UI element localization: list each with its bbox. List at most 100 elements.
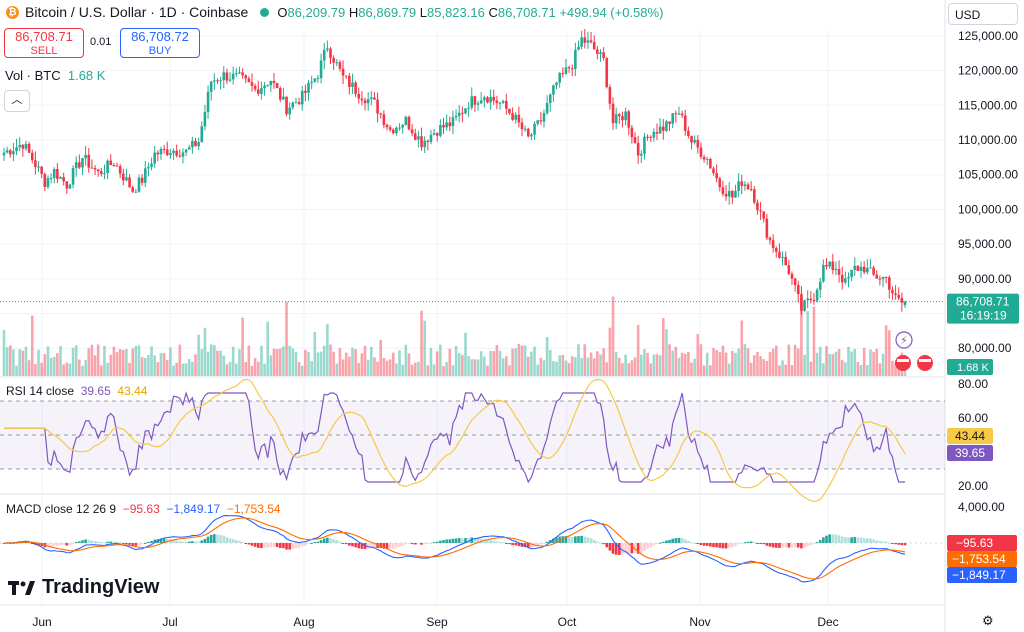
settings-icon[interactable]: ⚙ — [982, 613, 994, 628]
candle-body — [815, 289, 819, 301]
volume-bar — [473, 359, 477, 376]
macd-histogram-bar — [894, 543, 897, 545]
currency-select[interactable]: USD — [948, 3, 1018, 25]
volume-bar — [539, 357, 543, 376]
time-axis-label: Oct — [558, 615, 577, 629]
candle-body — [847, 277, 850, 279]
macd-histogram-bar — [244, 543, 248, 544]
volume-bar — [687, 351, 690, 376]
macd-histogram-bar — [661, 541, 665, 543]
volume-bar — [391, 352, 395, 376]
volume-bar — [630, 360, 634, 376]
candle-body — [131, 187, 135, 192]
candle-body — [15, 147, 18, 152]
candle-body — [417, 136, 420, 140]
candle-body — [407, 116, 411, 130]
macd-histogram-bar — [454, 538, 458, 543]
macd-histogram-bar — [853, 537, 857, 543]
time-axis-label: Aug — [293, 615, 314, 629]
candle-body — [639, 153, 643, 156]
candle-body — [696, 139, 700, 148]
macd-histogram-bar — [282, 543, 285, 549]
candle-body — [539, 120, 543, 122]
volume-bar — [624, 354, 627, 376]
macd-histogram-bar — [891, 543, 894, 544]
macd-histogram-bar — [627, 543, 631, 554]
volume-bar — [693, 358, 696, 376]
macd-histogram-bar — [765, 543, 769, 546]
macd-histogram-bar — [429, 543, 433, 544]
candle-body — [903, 301, 907, 306]
macd-histogram-bar — [143, 542, 147, 544]
macd-histogram-bar — [574, 536, 577, 543]
macd-histogram-bar — [147, 541, 150, 543]
macd-histogram-bar — [391, 543, 395, 549]
volume-bar — [351, 347, 354, 376]
candle-body — [391, 129, 395, 134]
candle-body — [379, 113, 383, 115]
volume-bar — [376, 361, 379, 376]
candle-body — [191, 140, 194, 148]
candle-body — [548, 94, 552, 104]
macd-histogram-bar — [668, 539, 671, 543]
macd-histogram-bar — [781, 543, 784, 548]
macd-histogram-bar — [504, 543, 508, 544]
sell-button[interactable]: 86,708.71 SELL — [4, 28, 84, 58]
volume-bar — [175, 362, 178, 376]
candle-body — [87, 154, 91, 168]
candle-body — [40, 166, 43, 174]
candle-body — [746, 184, 750, 190]
volume-bar — [891, 360, 894, 376]
candle-body — [762, 211, 766, 219]
macd-histogram-bar — [106, 541, 109, 543]
macd-histogram-bar — [74, 541, 78, 543]
volume-bar — [705, 352, 709, 376]
volume-bar — [602, 348, 605, 376]
time-axis-label: Nov — [689, 615, 710, 629]
macd-histogram-bar — [796, 543, 800, 548]
candle-body — [526, 128, 530, 137]
candle-body — [530, 134, 533, 137]
candle-body — [712, 168, 715, 174]
candle-body — [523, 128, 527, 130]
volume-bar — [385, 360, 389, 376]
volume-bar — [2, 329, 6, 376]
candle-body — [432, 133, 436, 135]
volume-bar — [191, 361, 194, 376]
candle-body — [18, 144, 21, 148]
candle-body — [81, 158, 84, 168]
buy-button[interactable]: 86,708.72 BUY — [120, 28, 200, 58]
candle-body — [395, 127, 398, 134]
rsi-ma-badge-value: 43.44 — [955, 429, 985, 443]
macd-histogram-bar — [435, 541, 439, 543]
macd-histogram-bar — [611, 543, 615, 554]
candle-body — [128, 177, 131, 188]
macd-line — [3, 515, 906, 583]
candle-body — [605, 58, 609, 88]
macd-histogram-bar — [357, 543, 361, 549]
us-flag-icon — [917, 355, 933, 371]
tradingview-logo[interactable]: TradingView — [8, 576, 159, 599]
symbol-title[interactable]: Bitcoin / U.S. Dollar · 1D · Coinbase — [25, 4, 249, 20]
volume-bar — [341, 359, 345, 376]
macd-histogram-bar — [608, 543, 612, 551]
macd-histogram-bar — [439, 540, 442, 543]
candle-body — [853, 265, 857, 270]
volume-bar — [872, 351, 875, 376]
macd-histogram-bar — [376, 543, 379, 548]
macd-badge-value: −1,849.17 — [952, 568, 1006, 582]
macd-histogram-bar — [78, 541, 81, 543]
macd-histogram-bar — [222, 535, 226, 543]
macd-histogram-bar — [881, 541, 885, 543]
lightning-icon: ⚡ — [900, 334, 908, 347]
candle-body — [34, 160, 37, 167]
volume-bar — [815, 352, 819, 376]
candle-body — [43, 173, 47, 187]
volume-bars — [2, 296, 907, 376]
volume-bar — [112, 346, 116, 376]
chevron-up-icon[interactable]: ︿ — [4, 90, 30, 112]
macd-histogram-bar — [511, 543, 514, 546]
candle-body — [577, 46, 580, 50]
candle-body — [260, 88, 263, 94]
